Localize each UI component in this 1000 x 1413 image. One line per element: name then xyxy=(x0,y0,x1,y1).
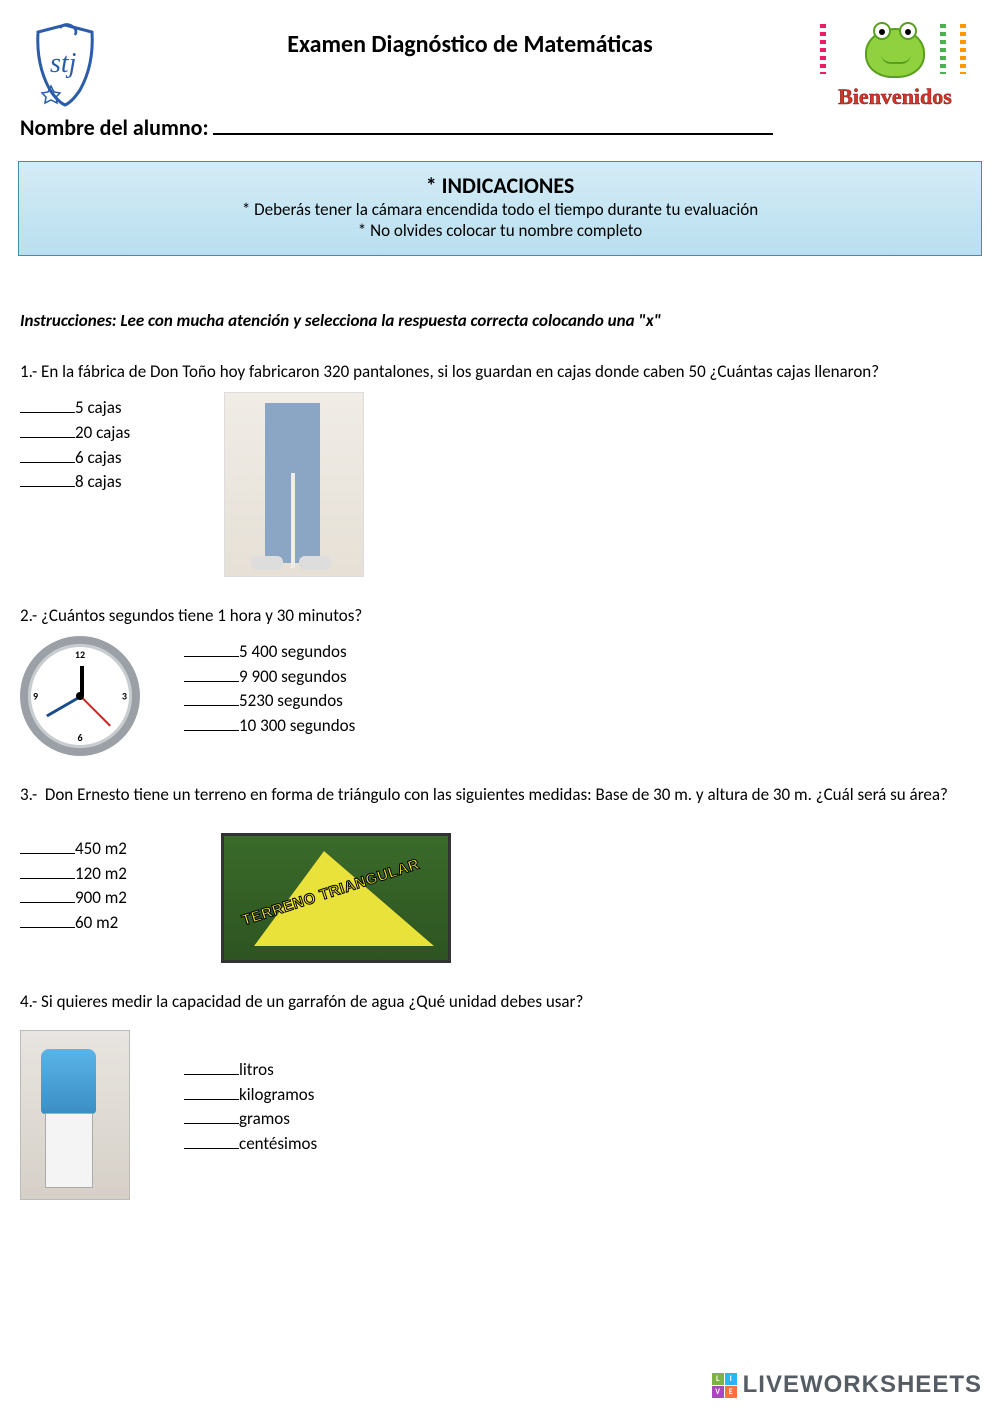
indicaciones-line-2: * No olvides colocar tu nombre completo xyxy=(39,220,961,241)
bienvenidos-graphic: Bienvenidos xyxy=(810,20,980,110)
option[interactable]: gramos xyxy=(184,1107,317,1132)
question-1: 1.- En la fábrica de Don Toño hoy fabric… xyxy=(20,361,980,577)
question-text: 2.- ¿Cuántos segundos tiene 1 hora y 30 … xyxy=(20,605,980,628)
option[interactable]: 5 cajas xyxy=(20,396,130,421)
content-area: Instrucciones: Lee con mucha atención y … xyxy=(0,266,1000,1200)
name-input-line[interactable] xyxy=(213,110,773,135)
option[interactable]: 9 900 segundos xyxy=(184,665,355,690)
question-text: 1.- En la fábrica de Don Toño hoy fabric… xyxy=(20,361,980,384)
option[interactable]: 60 m2 xyxy=(20,911,127,936)
option[interactable]: kilogramos xyxy=(184,1083,317,1108)
clock-image: 12 6 3 9 xyxy=(20,636,140,756)
option[interactable]: 120 m2 xyxy=(20,862,127,887)
title-area: Examen Diagnóstico de Matemáticas xyxy=(130,20,810,59)
indicaciones-line-1: * Deberás tener la cámara encendida todo… xyxy=(39,199,961,220)
school-logo: stj xyxy=(20,20,110,110)
question-1-options: 5 cajas 20 cajas 6 cajas 8 cajas xyxy=(20,392,130,495)
question-4: 4.- Si quieres medir la capacidad de un … xyxy=(20,991,980,1200)
name-label: Nombre del alumno: xyxy=(20,114,209,141)
question-3: 3.- Don Ernesto tiene un terreno en form… xyxy=(20,784,980,963)
option[interactable]: 5 400 segundos xyxy=(184,640,355,665)
option[interactable]: litros xyxy=(184,1058,317,1083)
question-2-options: 5 400 segundos 9 900 segundos 5230 segun… xyxy=(184,636,355,739)
footer-logo-icon: L I V E xyxy=(712,1373,737,1398)
question-text: 4.- Si quieres medir la capacidad de un … xyxy=(20,991,980,1014)
question-4-options: litros kilogramos gramos centésimos xyxy=(184,1030,317,1157)
indicaciones-box: * INDICACIONES * Deberás tener la cámara… xyxy=(18,161,982,256)
terreno-image: TERRENO TRIANGULAR xyxy=(221,833,451,963)
svg-text:stj: stj xyxy=(50,48,77,79)
bienvenidos-text: Bienvenidos xyxy=(810,84,980,110)
option[interactable]: 450 m2 xyxy=(20,837,127,862)
garrafon-image xyxy=(20,1030,130,1200)
option[interactable]: 900 m2 xyxy=(20,886,127,911)
pants-image xyxy=(224,392,364,577)
footer-brand-text: LIVEWORKSHEETS xyxy=(743,1371,982,1399)
question-text: 3.- Don Ernesto tiene un terreno en form… xyxy=(20,784,980,807)
instrucciones-text: Instrucciones: Lee con mucha atención y … xyxy=(20,310,980,331)
question-2: 2.- ¿Cuántos segundos tiene 1 hora y 30 … xyxy=(20,605,980,756)
option[interactable]: 20 cajas xyxy=(20,421,130,446)
student-name-row: Nombre del alumno: xyxy=(0,110,1000,141)
option[interactable]: 10 300 segundos xyxy=(184,714,355,739)
option[interactable]: 6 cajas xyxy=(20,446,130,471)
option[interactable]: 8 cajas xyxy=(20,470,130,495)
question-3-options: 450 m2 120 m2 900 m2 60 m2 xyxy=(20,833,127,936)
option[interactable]: 5230 segundos xyxy=(184,689,355,714)
header-row: stj Examen Diagnóstico de Matemáticas Bi… xyxy=(0,0,1000,110)
indicaciones-title: * INDICACIONES xyxy=(39,172,961,199)
option[interactable]: centésimos xyxy=(184,1132,317,1157)
page-title: Examen Diagnóstico de Matemáticas xyxy=(130,30,810,59)
footer-brand: L I V E LIVEWORKSHEETS xyxy=(712,1371,982,1399)
